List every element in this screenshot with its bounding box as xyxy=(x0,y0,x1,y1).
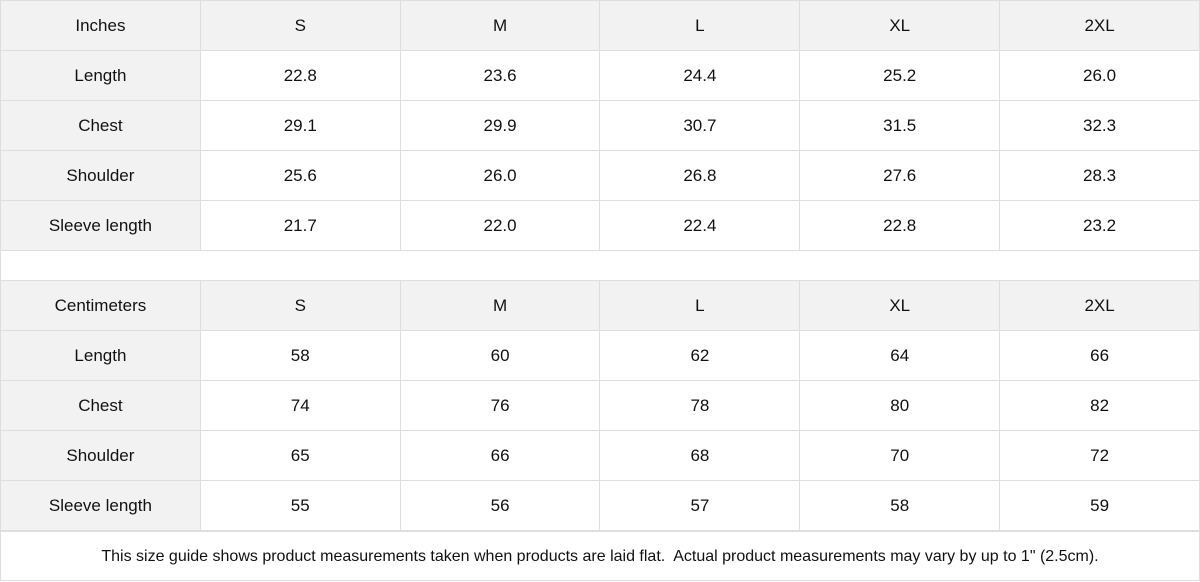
size-header: 2XL xyxy=(999,280,1200,331)
measurement-label: Length xyxy=(0,50,201,101)
table-spacer xyxy=(0,251,1200,280)
size-header: S xyxy=(199,0,401,51)
measurement-value: 55 xyxy=(199,480,401,531)
measurement-value: 25.6 xyxy=(199,150,401,201)
measurement-value: 30.7 xyxy=(599,100,801,151)
table-row: Chest 74 76 78 80 82 xyxy=(0,380,1200,431)
measurement-value: 66 xyxy=(999,330,1200,381)
size-table-inches: Inches S M L XL 2XL Length 22.8 23.6 24.4 25.2 26.0… xyxy=(0,0,1200,251)
measurement-label: Length xyxy=(0,330,201,381)
size-header: M xyxy=(399,280,601,331)
measurement-label: Chest xyxy=(0,100,201,151)
table-row: Length 22.8 23.6 24.4 25.2 26.0 xyxy=(0,50,1200,101)
measurement-value: 60 xyxy=(399,330,601,381)
size-guide-note: This size guide shows product measuremen… xyxy=(0,531,1200,581)
measurement-value: 21.7 xyxy=(199,200,401,251)
header-row: Inches S M L XL 2XL xyxy=(0,0,1200,51)
measurement-value: 23.2 xyxy=(999,200,1200,251)
table-row: Length 58 60 62 64 66 xyxy=(0,330,1200,381)
table-row: Sleeve length 55 56 57 58 59 xyxy=(0,480,1200,531)
size-header: L xyxy=(599,0,801,51)
measurement-value: 64 xyxy=(799,330,1001,381)
measurement-value: 26.0 xyxy=(999,50,1200,101)
measurement-value: 26.0 xyxy=(399,150,601,201)
measurement-value: 62 xyxy=(599,330,801,381)
table-row: Shoulder 65 66 68 70 72 xyxy=(0,430,1200,481)
header-row: Centimeters S M L XL 2XL xyxy=(0,280,1200,331)
measurement-value: 68 xyxy=(599,430,801,481)
measurement-value: 31.5 xyxy=(799,100,1001,151)
unit-header: Centimeters xyxy=(0,280,201,331)
measurement-value: 72 xyxy=(999,430,1200,481)
measurement-value: 29.9 xyxy=(399,100,601,151)
measurement-value: 80 xyxy=(799,380,1001,431)
measurement-value: 74 xyxy=(199,380,401,431)
table-row: Chest 29.1 29.9 30.7 31.5 32.3 xyxy=(0,100,1200,151)
size-header: XL xyxy=(799,0,1001,51)
measurement-label: Shoulder xyxy=(0,430,201,481)
measurement-value: 82 xyxy=(999,380,1200,431)
measurement-value: 58 xyxy=(199,330,401,381)
measurement-value: 32.3 xyxy=(999,100,1200,151)
measurement-value: 22.4 xyxy=(599,200,801,251)
measurement-value: 22.8 xyxy=(799,200,1001,251)
measurement-value: 59 xyxy=(999,480,1200,531)
size-header: XL xyxy=(799,280,1001,331)
measurement-value: 78 xyxy=(599,380,801,431)
measurement-value: 56 xyxy=(399,480,601,531)
measurement-value: 66 xyxy=(399,430,601,481)
measurement-label: Sleeve length xyxy=(0,480,201,531)
size-header: L xyxy=(599,280,801,331)
measurement-value: 26.8 xyxy=(599,150,801,201)
measurement-value: 23.6 xyxy=(399,50,601,101)
measurement-value: 76 xyxy=(399,380,601,431)
measurement-value: 22.8 xyxy=(199,50,401,101)
measurement-value: 22.0 xyxy=(399,200,601,251)
size-header: M xyxy=(399,0,601,51)
table-row: Shoulder 25.6 26.0 26.8 27.6 28.3 xyxy=(0,150,1200,201)
measurement-label: Sleeve length xyxy=(0,200,201,251)
measurement-value: 58 xyxy=(799,480,1001,531)
measurement-value: 70 xyxy=(799,430,1001,481)
measurement-value: 24.4 xyxy=(599,50,801,101)
size-table-centimeters: Centimeters S M L XL 2XL Length 58 60 62 64 66 Chest… xyxy=(0,280,1200,531)
measurement-value: 28.3 xyxy=(999,150,1200,201)
size-header: S xyxy=(199,280,401,331)
measurement-label: Shoulder xyxy=(0,150,201,201)
measurement-label: Chest xyxy=(0,380,201,431)
measurement-value: 65 xyxy=(199,430,401,481)
unit-header: Inches xyxy=(0,0,201,51)
measurement-value: 27.6 xyxy=(799,150,1001,201)
measurement-value: 25.2 xyxy=(799,50,1001,101)
measurement-value: 29.1 xyxy=(199,100,401,151)
size-header: 2XL xyxy=(999,0,1200,51)
measurement-value: 57 xyxy=(599,480,801,531)
table-row: Sleeve length 21.7 22.0 22.4 22.8 23.2 xyxy=(0,200,1200,251)
